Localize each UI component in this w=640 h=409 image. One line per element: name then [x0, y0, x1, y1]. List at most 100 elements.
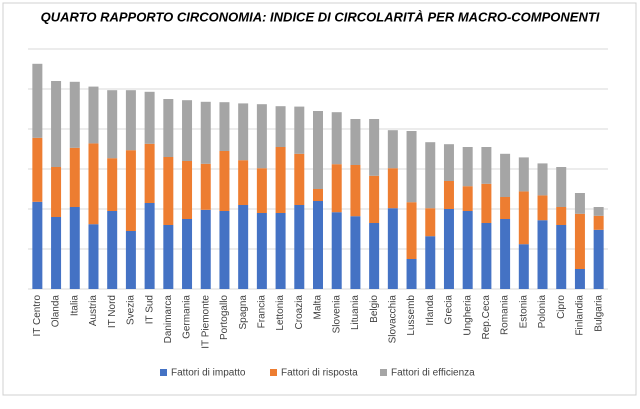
x-tick-label: Spagna	[238, 295, 249, 330]
x-tick-label: Austria	[88, 295, 99, 327]
bar-segment	[406, 131, 417, 203]
bar-segment	[107, 158, 118, 211]
x-tick-label: Rep.Ceca	[481, 295, 492, 340]
bar-segment	[387, 208, 398, 289]
bar-segment	[182, 100, 193, 161]
bar-segment	[313, 189, 323, 201]
bar-segment	[144, 143, 155, 203]
bar-segment	[350, 216, 361, 289]
bar-segment	[369, 223, 380, 289]
x-tick-label: Francia	[257, 295, 268, 329]
bar-segment	[537, 195, 548, 221]
bar-segment	[256, 104, 267, 169]
bar-segment	[462, 186, 473, 211]
bar-segment	[313, 111, 323, 189]
bar-segment	[163, 225, 174, 289]
bar-segment	[88, 143, 99, 225]
x-tick-label: Lituania	[350, 295, 361, 330]
x-tick-label: Polonia	[537, 295, 548, 329]
bar-segment	[537, 163, 548, 196]
x-tick-label: Svezia	[126, 295, 137, 325]
bar-segment	[163, 99, 174, 157]
bar-segment	[51, 217, 62, 289]
x-tick-label: Bulgaria	[593, 295, 604, 332]
bar-segment	[238, 160, 249, 205]
x-tick-label: Slovenia	[331, 295, 342, 334]
bar-segment	[518, 191, 529, 245]
bar-segment	[238, 205, 249, 289]
bar-segment	[51, 167, 62, 217]
bar-segment	[125, 90, 136, 151]
bar-segment	[425, 208, 436, 237]
bar-segment	[500, 153, 511, 197]
bar-segment	[32, 201, 43, 289]
bar-segment	[163, 157, 174, 225]
bar-segment	[481, 147, 492, 184]
bar-segment	[331, 212, 342, 289]
x-tick-label: IT Nord	[107, 295, 118, 328]
bar-segment	[238, 103, 249, 161]
bar-segment	[182, 219, 193, 289]
x-tick-label: Danimarca	[163, 295, 174, 344]
bar-segment	[593, 207, 604, 216]
bar-segment	[369, 119, 380, 176]
bar-segment	[200, 101, 211, 164]
bar-segment	[593, 215, 604, 230]
x-tick-label: IT Piemonte	[200, 295, 211, 349]
bar-segment	[406, 202, 417, 259]
x-tick-label: Croazia	[294, 295, 305, 330]
bar-segment	[500, 197, 511, 219]
x-tick-label: IT Centro	[32, 295, 43, 337]
bar-segment	[443, 181, 454, 209]
x-tick-label: Grecia	[444, 295, 455, 325]
x-tick-label: Germania	[182, 295, 193, 339]
bar-segment	[256, 168, 267, 213]
bar-segment	[294, 205, 305, 289]
bar-segment	[275, 106, 286, 147]
legend-swatch	[380, 369, 387, 376]
x-tick-label: Ungheria	[462, 295, 473, 336]
bar-segment	[32, 137, 43, 202]
bar-segment	[200, 163, 211, 210]
bar-segment	[574, 213, 585, 269]
bar-segment	[294, 106, 305, 154]
bar-segment	[574, 269, 585, 289]
x-tick-label: Irlanda	[425, 295, 436, 326]
bar-segment	[556, 225, 567, 289]
bar-segment	[518, 244, 529, 289]
bar-segment	[387, 168, 398, 209]
bar-segment	[537, 220, 548, 289]
bar-segment	[350, 165, 361, 217]
bar-segment	[219, 102, 230, 151]
x-tick-label: Lussemb	[406, 295, 417, 336]
bar-segment	[51, 81, 62, 167]
bar-segment	[406, 259, 417, 289]
bar-segment	[331, 164, 342, 213]
x-tick-label: IT Sud	[144, 295, 155, 324]
bar-segment	[69, 147, 80, 207]
bar-segment	[369, 175, 380, 223]
x-tick-label: Belgio	[369, 295, 380, 323]
chart-title: QUARTO RAPPORTO CIRCONOMIA: INDICE DI CI…	[41, 9, 600, 24]
bar-segment	[443, 209, 454, 289]
bar-segment	[69, 207, 80, 289]
bar-segment	[275, 147, 286, 213]
x-tick-label: Cipro	[556, 295, 567, 319]
legend-swatch	[270, 369, 277, 376]
x-tick-label: Estonia	[518, 295, 529, 329]
bar-segment	[425, 142, 436, 209]
bar-segment	[574, 193, 585, 214]
bar-segment	[125, 150, 136, 231]
bar-segment	[275, 213, 286, 289]
legend-label: Fattori di risposta	[281, 368, 358, 379]
bar-segment	[107, 90, 118, 159]
bar-segment	[313, 201, 323, 289]
bar-segment	[481, 223, 492, 289]
bar-segment	[182, 161, 193, 219]
x-tick-label: Portogallo	[219, 295, 230, 340]
bar-segment	[556, 207, 567, 225]
bar-segment	[425, 236, 436, 289]
bar-segment	[481, 183, 492, 223]
